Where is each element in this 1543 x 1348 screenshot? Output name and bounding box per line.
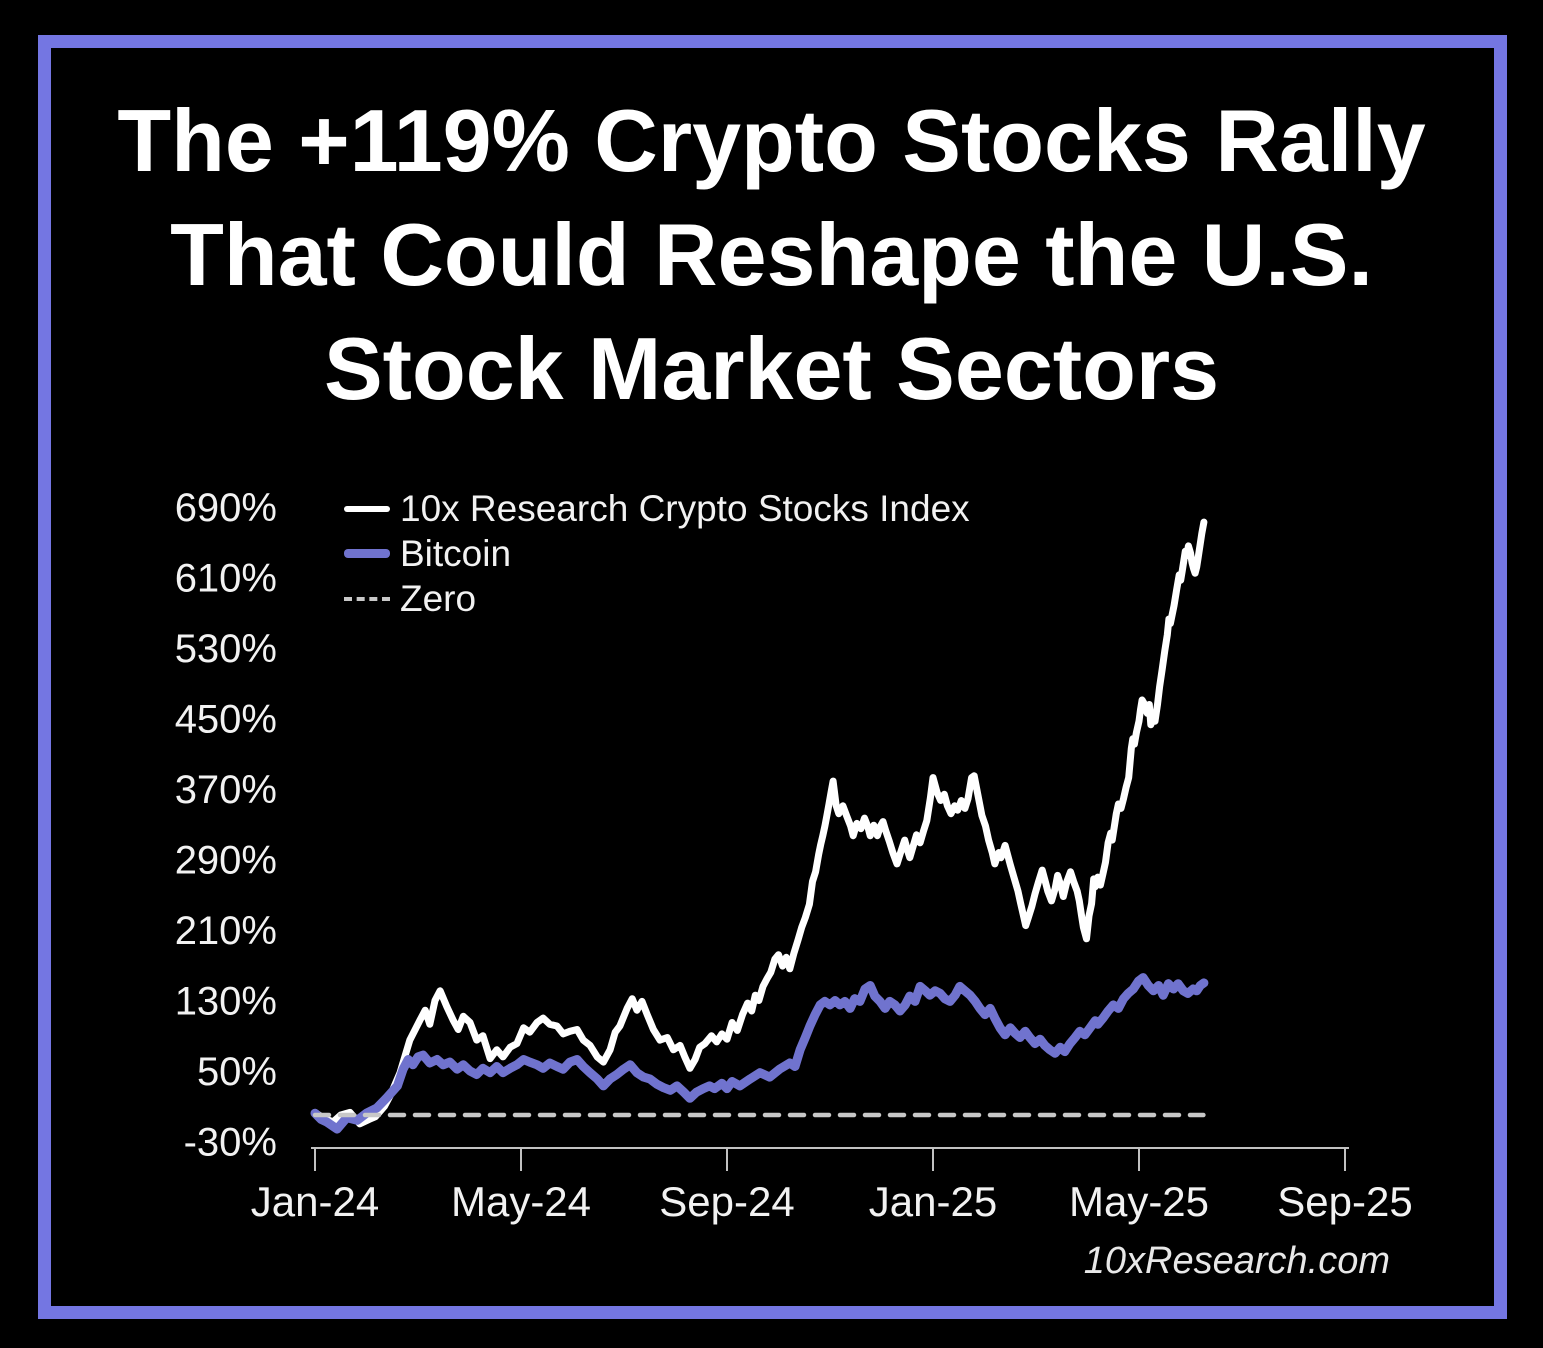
y-tick-label: 450%	[175, 698, 277, 742]
title-line-1: The +119% Crypto Stocks Rally	[117, 91, 1426, 190]
index-line-swatch-icon	[344, 505, 390, 512]
y-tick-label: 130%	[175, 979, 277, 1023]
watermark: 10xResearch.com	[1083, 1240, 1390, 1282]
x-tick-label: Jan-24	[251, 1178, 379, 1225]
legend-item-bitcoin: Bitcoin	[344, 531, 970, 576]
x-tick-label: Sep-25	[1277, 1178, 1412, 1225]
bitcoin-line-swatch-icon	[344, 549, 390, 558]
title-line-3: Stock Market Sectors	[323, 319, 1220, 418]
y-tick-label: 210%	[175, 909, 277, 953]
chart-legend: 10x Research Crypto Stocks Index Bitcoin…	[344, 486, 970, 621]
series-crypto-stocks-index	[311, 518, 1208, 1128]
y-tick-label: 290%	[175, 839, 277, 883]
legend-item-crypto-stocks-index: 10x Research Crypto Stocks Index	[344, 486, 970, 531]
legend-label: Zero	[400, 577, 477, 619]
legend-label: 10x Research Crypto Stocks Index	[400, 487, 970, 529]
x-tick-label: May-25	[1069, 1178, 1209, 1225]
y-tick-label: 370%	[175, 768, 277, 812]
y-tick-label: 50%	[197, 1050, 277, 1094]
y-tick-label: 610%	[175, 557, 277, 601]
y-tick-label: 690%	[175, 486, 277, 530]
page-title: The +119% Crypto Stocks Rally That Could…	[0, 84, 1543, 426]
x-tick-label: Sep-24	[659, 1178, 794, 1225]
legend-item-zero: Zero	[344, 576, 970, 621]
y-tick-label: -30%	[184, 1120, 277, 1164]
zero-line-swatch-icon	[344, 596, 390, 601]
title-line-2: That Could Reshape the U.S.	[170, 205, 1373, 304]
series-bitcoin	[310, 973, 1209, 1134]
x-tick-label: May-24	[451, 1178, 591, 1225]
legend-label: Bitcoin	[400, 532, 512, 574]
y-tick-label: 530%	[175, 627, 277, 671]
x-tick-label: Jan-25	[869, 1178, 997, 1225]
